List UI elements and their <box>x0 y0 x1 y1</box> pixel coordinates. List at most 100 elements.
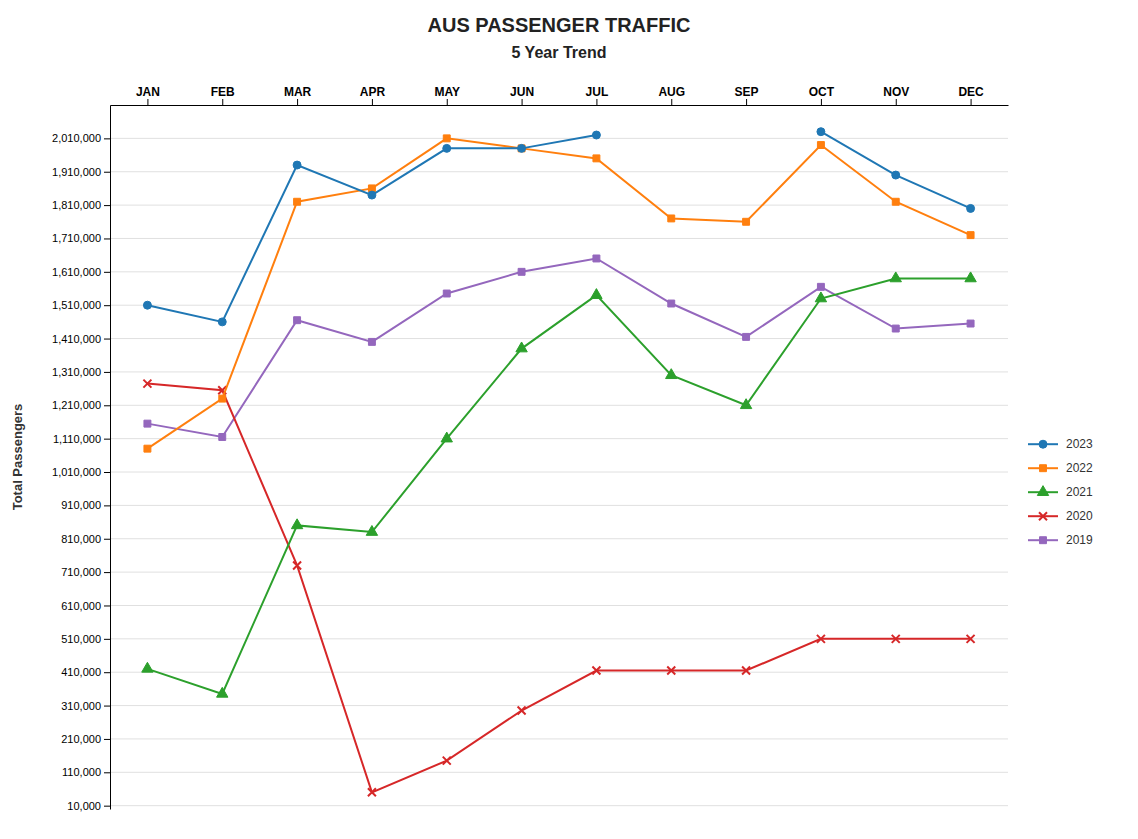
chart-svg: 10,000 110,000 210,000 310,000 410,000 510,00… <box>0 0 1138 839</box>
data-point <box>294 317 301 324</box>
tick-mark <box>522 99 523 105</box>
x-tick: MAY <box>434 85 460 105</box>
data-point <box>443 757 451 765</box>
series-line <box>147 384 970 793</box>
y-tick: 1,510,000 <box>52 299 110 311</box>
tick-label: 710,000 <box>61 566 101 578</box>
tick-label: 1,610,000 <box>52 266 101 278</box>
tick-label: 2,010,000 <box>52 132 101 144</box>
data-point <box>668 300 675 307</box>
legend-label: 2023 <box>1066 437 1093 451</box>
tick-label: APR <box>360 85 386 99</box>
x-tick: FEB <box>211 85 235 105</box>
y-tick: 410,000 <box>61 666 110 678</box>
tick-label: JAN <box>136 85 160 99</box>
legend-item: 2022 <box>1028 461 1093 475</box>
legend-marker <box>1040 537 1047 544</box>
grid-line <box>110 572 1008 573</box>
tick-mark <box>104 305 110 306</box>
data-point <box>592 667 600 675</box>
tick-mark <box>104 772 110 773</box>
x-tick: NOV <box>883 85 909 105</box>
tick-mark <box>104 672 110 673</box>
data-point <box>817 128 825 136</box>
grid-line <box>110 738 1008 739</box>
series <box>142 272 977 697</box>
data-point <box>593 155 600 162</box>
tick-mark <box>896 99 897 105</box>
tick-label: 1,910,000 <box>52 166 101 178</box>
grid <box>110 138 1008 805</box>
grid-line <box>110 205 1008 206</box>
tick-label: 810,000 <box>61 533 101 545</box>
series-line <box>147 135 596 322</box>
grid-line <box>110 472 1008 473</box>
data-point <box>368 788 376 796</box>
tick-label: 210,000 <box>61 733 101 745</box>
y-tick: 1,010,000 <box>52 466 110 478</box>
grid-line <box>110 305 1008 306</box>
data-point <box>967 320 974 327</box>
y-tick: 910,000 <box>61 499 110 511</box>
legend-item: 2019 <box>1028 533 1093 547</box>
y-tick: 210,000 <box>61 733 110 745</box>
series-line <box>147 138 970 448</box>
y-tick: 510,000 <box>61 633 110 645</box>
tick-label: 1,210,000 <box>52 399 101 411</box>
tick-mark <box>104 205 110 206</box>
tick-label: 1,010,000 <box>52 466 101 478</box>
tick-label: 1,810,000 <box>52 199 101 211</box>
tick-label: NOV <box>883 85 909 99</box>
grid-line <box>110 772 1008 773</box>
legend-label: 2021 <box>1066 485 1093 499</box>
tick-label: 10,000 <box>67 800 101 812</box>
legend-marker <box>1040 465 1047 472</box>
x-tick: MAR <box>284 85 312 105</box>
tick-label: OCT <box>809 85 835 99</box>
tick-label: 1,410,000 <box>52 333 101 345</box>
tick-label: 310,000 <box>61 700 101 712</box>
data-point <box>518 144 526 152</box>
y-tick: 1,610,000 <box>52 266 110 278</box>
data-point <box>443 144 451 152</box>
tick-mark <box>104 505 110 506</box>
grid-line <box>110 405 1008 406</box>
data-point <box>817 283 824 290</box>
y-tick: 310,000 <box>61 700 110 712</box>
data-point <box>666 369 677 379</box>
legend: 2023 2022 2021 2020 2019 <box>1028 437 1093 547</box>
tick-label: MAR <box>284 85 312 99</box>
tick-mark <box>104 806 110 807</box>
y-tick: 110,000 <box>62 766 110 778</box>
data-point <box>143 380 151 388</box>
series-line <box>147 258 970 437</box>
axis-line <box>111 105 1009 106</box>
data-point <box>218 318 226 326</box>
tick-mark <box>104 372 110 373</box>
data-point <box>294 198 301 205</box>
tick-mark <box>104 172 110 173</box>
legend-label: 2019 <box>1066 533 1093 547</box>
grid-line <box>110 238 1008 239</box>
data-point <box>892 635 900 643</box>
tick-mark <box>671 99 672 105</box>
tick-mark <box>821 99 822 105</box>
data-point <box>892 171 900 179</box>
marks <box>142 128 977 797</box>
tick-mark <box>104 472 110 473</box>
tick-mark <box>147 99 148 105</box>
data-point <box>518 145 525 152</box>
tick-mark <box>104 539 110 540</box>
x-tick: JUN <box>510 85 534 105</box>
y-tick: 710,000 <box>61 566 110 578</box>
x-tick: OCT <box>809 85 835 105</box>
data-point <box>144 420 151 427</box>
tick-mark <box>746 99 747 105</box>
legend-item: 2020 <box>1028 509 1093 523</box>
tick-label: 910,000 <box>61 499 101 511</box>
legend-label: 2022 <box>1066 461 1093 475</box>
chart-container: 10,000 110,000 210,000 310,000 410,000 510,00… <box>0 0 1138 839</box>
data-point <box>743 333 750 340</box>
data-point <box>366 526 377 536</box>
tick-label: 1,310,000 <box>52 366 101 378</box>
